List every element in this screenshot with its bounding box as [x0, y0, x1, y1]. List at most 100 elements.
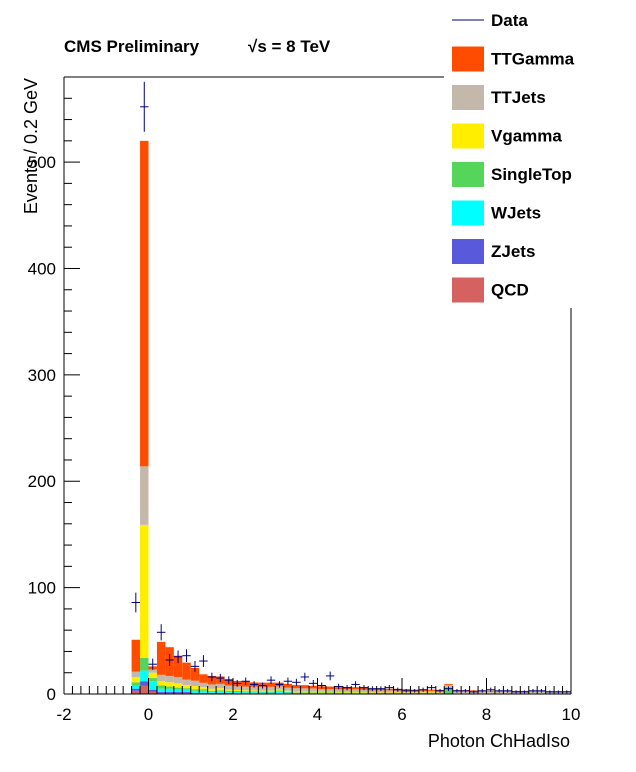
bar-ttjets	[249, 686, 259, 691]
bar-singletop	[207, 690, 217, 692]
bar-zjets	[156, 691, 166, 693]
bar-ttjets	[283, 687, 293, 691]
bar-wjets	[216, 691, 225, 693]
x-tick-label: 10	[562, 705, 581, 724]
bar-vgamma	[148, 672, 157, 679]
bar-singletop	[165, 686, 174, 689]
bar-vgamma	[359, 691, 369, 693]
legend-swatch	[452, 123, 484, 149]
bar-vgamma	[216, 688, 225, 691]
x-axis-title: Photon ChHadIso	[428, 731, 570, 751]
bar-wjets	[300, 693, 310, 694]
legend-entry-wjets: WJets	[452, 200, 541, 226]
data-point	[131, 592, 141, 613]
bar-wjets	[325, 693, 335, 694]
data-point	[469, 690, 479, 694]
data-point	[359, 685, 369, 691]
bar-singletop	[156, 685, 166, 689]
data-point	[418, 687, 428, 692]
bar-singletop	[173, 687, 183, 690]
bar-qcd	[131, 690, 141, 694]
data-point	[317, 682, 326, 689]
bar-ttjets	[216, 683, 225, 689]
bar-singletop	[190, 689, 200, 691]
bar-vgamma	[435, 692, 445, 694]
bar-wjets	[292, 692, 301, 694]
x-ticks: -2 0 2 4 6 8 10	[56, 678, 580, 724]
bar-vgamma	[233, 689, 242, 692]
bar-singletop	[182, 688, 191, 690]
bar-ttjets	[199, 682, 208, 688]
y-ticks: 0 100 200 300 400 500	[28, 76, 80, 704]
bar-vgamma	[410, 692, 419, 694]
bar-vgamma	[241, 690, 250, 692]
bar-ttjets	[376, 690, 386, 693]
bar-ttjets	[131, 671, 141, 677]
bar-singletop	[283, 691, 293, 693]
data-point	[190, 660, 200, 672]
legend-entry-qcd: QCD	[452, 277, 529, 303]
data-point	[444, 686, 453, 692]
bar-vgamma	[207, 688, 217, 691]
series-singletop	[131, 657, 571, 694]
data-point	[216, 673, 225, 683]
bar-singletop	[317, 692, 326, 694]
bar-singletop	[292, 692, 301, 693]
data-point	[562, 690, 571, 694]
bar-wjets	[275, 691, 284, 694]
legend-label: ZJets	[491, 242, 535, 261]
bar-ttjets	[486, 691, 495, 693]
data-point	[325, 671, 335, 681]
data-point	[545, 690, 555, 694]
legend-label: TTJets	[491, 88, 546, 107]
bar-vgamma	[342, 691, 352, 693]
energy-label: √s = 8 TeV	[248, 37, 331, 56]
data-point	[156, 624, 166, 641]
bar-singletop	[342, 692, 352, 694]
bar-ttjets	[427, 690, 436, 693]
bar-ttgamma	[300, 685, 310, 689]
bar-vgamma	[173, 683, 183, 688]
bar-vgamma	[325, 691, 335, 693]
data-point	[300, 672, 310, 682]
bar-zjets	[207, 692, 217, 694]
bar-vgamma	[283, 690, 293, 692]
bar-singletop	[275, 690, 284, 692]
bar-vgamma	[351, 691, 360, 693]
bar-zjets	[148, 689, 157, 692]
legend-entry-ttjets: TTJets	[452, 85, 546, 110]
bar-wjets	[266, 692, 276, 694]
bar-ttjets	[156, 674, 166, 682]
bar-ttgamma	[182, 662, 191, 680]
bar-ttjets	[233, 686, 242, 690]
bar-singletop	[359, 692, 369, 694]
bar-wjets	[207, 691, 217, 693]
bar-vgamma	[368, 692, 377, 694]
data-point	[224, 676, 233, 685]
bar-ttgamma	[351, 687, 360, 690]
legend-entry-singletop: SingleTop	[452, 162, 572, 187]
bar-singletop	[309, 692, 318, 694]
bar-zjets	[140, 681, 149, 686]
bar-ttjets	[368, 690, 377, 693]
bar-zjets	[182, 691, 191, 693]
data-point	[292, 678, 301, 686]
data-point	[478, 688, 487, 693]
bar-ttjets	[207, 684, 217, 689]
data-point	[148, 658, 157, 670]
bar-ttjets	[241, 686, 250, 691]
bar-vgamma	[385, 692, 394, 694]
bar-ttjets	[334, 689, 343, 692]
bar-zjets	[199, 692, 208, 694]
bar-singletop	[241, 691, 250, 693]
bar-vgamma	[334, 691, 343, 693]
data-point	[182, 649, 191, 663]
y-tick-label: 300	[28, 366, 56, 385]
bar-singletop	[334, 692, 343, 694]
bar-wjets	[283, 692, 293, 694]
bar-wjets	[182, 689, 191, 692]
bar-ttjets	[300, 688, 310, 692]
bar-ttjets	[148, 669, 157, 673]
bar-vgamma	[275, 689, 284, 691]
bar-vgamma	[224, 689, 233, 691]
